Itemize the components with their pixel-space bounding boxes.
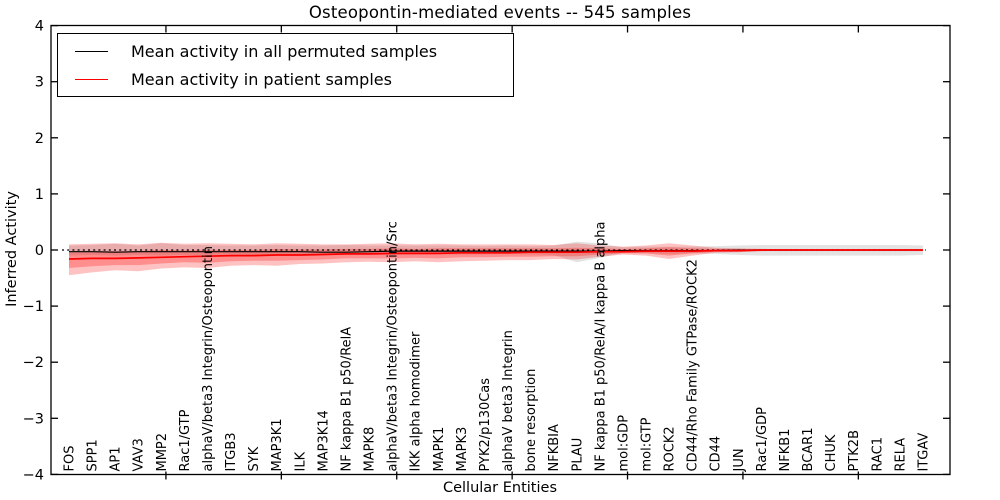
legend-label: Mean activity in all permuted samples — [131, 41, 438, 61]
x-category-label: SPP1 — [86, 439, 101, 471]
x-category-label: mol:GTP — [640, 417, 655, 471]
legend-line-swatch-black — [75, 50, 108, 52]
x-category-label: NF kappa B1 p50/RelA — [339, 327, 354, 472]
y-tick-label: 1 — [35, 187, 44, 203]
x-category-label: AP1 — [109, 446, 124, 471]
y-tick-label: 0 — [35, 243, 44, 259]
y-tick-label: −4 — [23, 467, 44, 483]
legend: Mean activity in all permuted samples Me… — [57, 33, 514, 97]
y-tick-label: 2 — [35, 131, 44, 147]
x-category-label: PLAU — [570, 438, 585, 472]
x-category-label: IKK alpha homodimer — [409, 331, 424, 472]
x-category-label: CHUK — [824, 434, 839, 471]
x-category-label: FOS — [63, 446, 78, 472]
y-tick-label: 4 — [35, 19, 44, 35]
legend-line-swatch-red — [75, 78, 108, 80]
x-category-label: NFKB1 — [778, 429, 793, 472]
x-category-label: MAP3K1 — [270, 418, 285, 471]
x-category-label: CD44 — [709, 436, 724, 472]
x-category-label: ITGB3 — [224, 432, 239, 471]
x-axis-label: Cellular Entities — [442, 480, 558, 496]
x-category-label: PYK2/p130Cas — [478, 378, 493, 472]
x-category-label: alphaV/beta3 Integrin/Osteopontin — [201, 246, 216, 471]
x-category-label: RELA — [893, 438, 908, 472]
x-category-label: JUN — [732, 448, 747, 472]
legend-label: Mean activity in patient samples — [131, 69, 392, 89]
y-tick-label: 3 — [35, 75, 44, 91]
x-category-label: RAC1 — [870, 437, 885, 472]
x-category-label: NF kappa B1 p50/RelA/I kappa B alpha — [593, 222, 608, 472]
x-category-label: CD44/Rho Family GTPase/ROCK2 — [686, 259, 701, 471]
x-category-label: BCAR1 — [801, 428, 816, 472]
x-category-label: VAV3 — [132, 438, 147, 471]
x-category-label: bone resorption — [524, 369, 539, 472]
x-category-label: SYK — [247, 446, 262, 471]
series-line-patient — [68, 249, 923, 260]
x-category-label: MAPK3 — [455, 427, 470, 472]
x-category-label: ROCK2 — [663, 426, 678, 471]
x-category-label: mol:GDP — [616, 415, 631, 472]
band-patient-samples-band-inner — [69, 247, 923, 268]
legend-item-patient: Mean activity in patient samples — [75, 65, 513, 93]
x-category-label: ILK — [293, 451, 308, 471]
x-category-label: Rac1/GTP — [178, 409, 193, 471]
x-category-label: alphaV/beta3 Integrin/Osteopontin/Src — [386, 221, 401, 471]
x-category-label: Rac1/GDP — [755, 407, 770, 472]
legend-item-permuted: Mean activity in all permuted samples — [75, 37, 513, 65]
chart-title: Osteopontin-mediated events -- 545 sampl… — [308, 3, 692, 22]
x-category-label: alphaV beta3 Integrin — [501, 330, 516, 471]
x-category-label: MMP2 — [155, 433, 170, 472]
x-category-label: NFKBIA — [547, 424, 562, 471]
x-category-label: MAPK1 — [432, 427, 447, 472]
y-tick-label: −3 — [23, 411, 44, 427]
x-category-label: MAPK8 — [363, 427, 378, 472]
y-tick-label: −1 — [23, 299, 44, 315]
x-category-label: PTK2B — [847, 430, 862, 472]
y-tick-label: −2 — [23, 355, 44, 371]
x-category-label: ITGAV — [916, 433, 931, 472]
x-category-label: MAP3K14 — [316, 410, 331, 471]
